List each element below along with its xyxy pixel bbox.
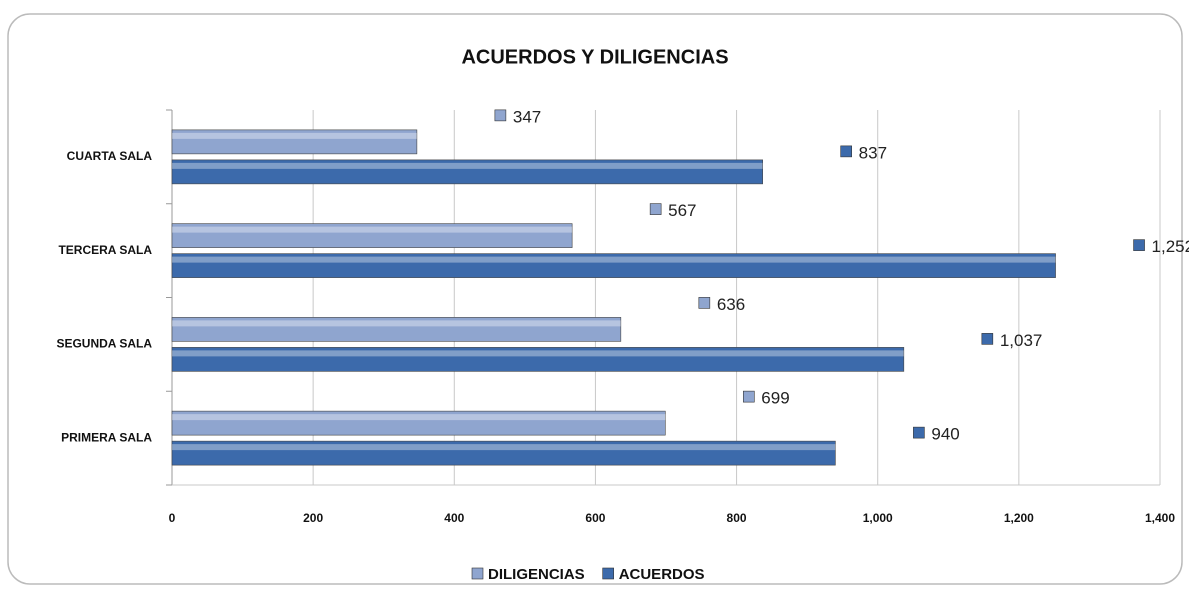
y-tick-label: CUARTA SALA <box>67 149 153 163</box>
x-tick-label: 1,200 <box>1004 511 1034 525</box>
data-label: 567 <box>668 201 696 220</box>
data-label: 347 <box>513 107 541 126</box>
label-marker <box>698 297 711 309</box>
y-tick-label: PRIMERA SALA <box>61 430 152 444</box>
x-tick-label: 800 <box>727 511 747 525</box>
bar-shine <box>172 444 836 451</box>
y-tick-label: SEGUNDA SALA <box>56 337 152 351</box>
bar <box>171 253 1056 278</box>
bar-shine <box>172 320 621 327</box>
label-marker <box>1133 239 1145 251</box>
x-tick-label: 1,400 <box>1145 511 1175 525</box>
data-label: 699 <box>761 389 789 408</box>
chart-title: ACUERDOS Y DILIGENCIAS <box>461 46 728 68</box>
data-label: 837 <box>859 143 887 162</box>
data-label: 1,252 <box>1152 237 1189 256</box>
x-tick-label: 0 <box>169 511 176 525</box>
legend-swatch <box>471 567 484 580</box>
bar-shine <box>172 350 904 357</box>
legend-swatch <box>602 567 614 580</box>
label-marker <box>913 426 925 439</box>
bar <box>171 410 666 436</box>
data-label: 1,037 <box>1000 331 1043 350</box>
bar <box>171 347 905 372</box>
bar-shine <box>172 162 763 169</box>
bar <box>171 159 763 185</box>
x-tick-label: 600 <box>585 511 605 525</box>
label-marker <box>840 145 852 158</box>
bar-shine <box>172 226 573 233</box>
label-marker <box>649 203 662 215</box>
data-label: 940 <box>931 425 959 444</box>
y-tick-label: TERCERA SALA <box>58 243 152 257</box>
x-tick-label: 1,000 <box>863 511 893 525</box>
bar <box>171 440 836 466</box>
legend-label: DILIGENCIAS <box>488 566 585 583</box>
data-label: 636 <box>717 295 745 314</box>
x-tick-label: 400 <box>444 511 464 525</box>
label-marker <box>742 390 755 403</box>
bar-shine <box>172 414 666 421</box>
bar <box>171 223 573 248</box>
bar-shine <box>172 256 1056 263</box>
bar-shine <box>172 132 417 139</box>
label-marker <box>494 109 507 122</box>
x-tick-label: 200 <box>303 511 323 525</box>
bar <box>171 129 418 155</box>
label-marker <box>981 333 994 345</box>
legend-label: ACUERDOS <box>619 566 705 583</box>
bar <box>171 317 622 342</box>
